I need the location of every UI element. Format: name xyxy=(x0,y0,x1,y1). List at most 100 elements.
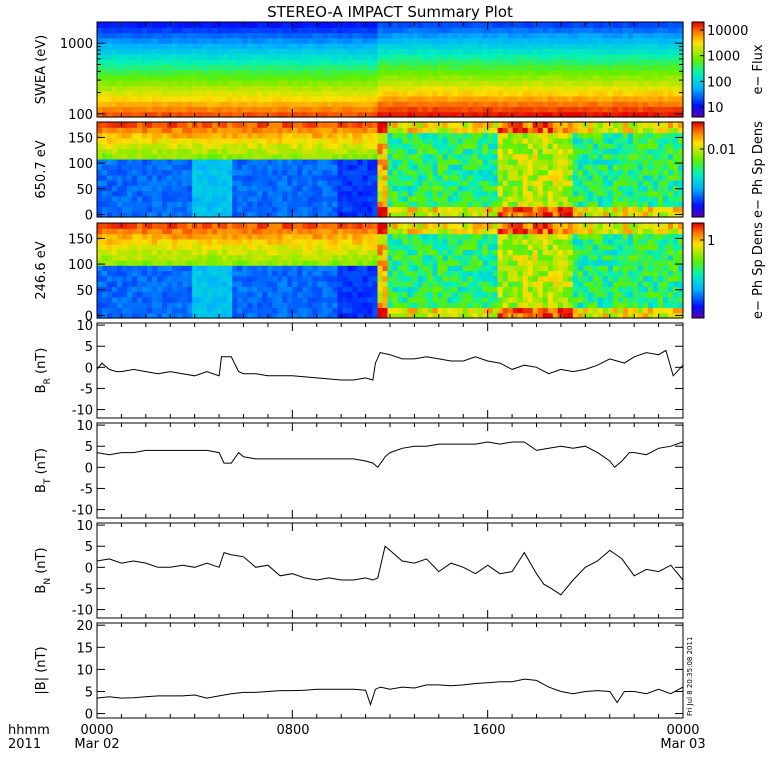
heatmap-cell xyxy=(607,174,614,181)
y-axis-label: 650.7 eV xyxy=(34,140,49,198)
heatmap-cell xyxy=(652,127,659,134)
heatmap-cell xyxy=(222,291,228,298)
heatmap-cell xyxy=(422,185,429,192)
heatmap-cell xyxy=(512,106,519,113)
heatmap-cell xyxy=(632,195,639,202)
heatmap-cell xyxy=(307,164,313,171)
heatmap-cell xyxy=(297,132,303,139)
heatmap-cell xyxy=(192,244,198,250)
heatmap-cell xyxy=(407,206,414,213)
heatmap-cell xyxy=(192,53,198,60)
heatmap-cell xyxy=(207,174,213,181)
heatmap-cell xyxy=(102,164,108,171)
heatmap-cell xyxy=(502,122,509,128)
heatmap-cell xyxy=(512,206,519,213)
heatmap-cell xyxy=(257,22,263,28)
heatmap-cell xyxy=(252,106,258,113)
heatmap-cell xyxy=(137,22,143,28)
heatmap-cell xyxy=(437,48,444,55)
heatmap-cell xyxy=(152,254,158,261)
heatmap-cell xyxy=(657,211,664,218)
heatmap-cell xyxy=(617,132,624,139)
heatmap-cell xyxy=(672,53,679,60)
heatmap-cell xyxy=(152,164,158,171)
heatmap-cell xyxy=(257,291,263,298)
heatmap-cell xyxy=(137,95,143,102)
heatmap-cell xyxy=(652,32,659,39)
heatmap-cell xyxy=(212,312,218,319)
heatmap-cell xyxy=(137,111,143,118)
heatmap-cell xyxy=(222,275,228,282)
heatmap-cell xyxy=(262,223,268,229)
heatmap-cell xyxy=(597,101,604,108)
heatmap-cell xyxy=(472,185,479,192)
y-tick-label: 1000 xyxy=(60,37,93,52)
heatmap-cell xyxy=(452,211,459,218)
heatmap-cell xyxy=(212,74,218,81)
heatmap-cell xyxy=(147,302,153,309)
heatmap-cell xyxy=(532,164,539,171)
heatmap-cell xyxy=(167,259,173,266)
heatmap-cell xyxy=(172,307,178,314)
heatmap-cell xyxy=(602,111,609,118)
heatmap-cell xyxy=(317,80,323,86)
heatmap-cell xyxy=(487,90,494,97)
heatmap-cell xyxy=(132,211,138,218)
heatmap-cell xyxy=(187,53,193,60)
heatmap-cell xyxy=(472,48,479,55)
heatmap-cell xyxy=(522,58,529,65)
heatmap-cell xyxy=(627,127,634,134)
heatmap-cell xyxy=(482,143,489,149)
heatmap-cell xyxy=(432,85,439,92)
heatmap-cell xyxy=(587,174,594,181)
heatmap-cell xyxy=(437,153,444,160)
heatmap-cell xyxy=(337,180,344,186)
heatmap-cell xyxy=(452,158,459,165)
heatmap-cell xyxy=(497,101,504,108)
heatmap-cell xyxy=(242,158,248,165)
heatmap-cell xyxy=(117,201,123,208)
heatmap-cell xyxy=(97,291,103,298)
heatmap-cell xyxy=(137,249,143,256)
heatmap-cell xyxy=(232,275,238,282)
heatmap-cell xyxy=(487,43,494,49)
heatmap-cell xyxy=(122,143,128,149)
heatmap-cell xyxy=(412,43,419,49)
heatmap-cell xyxy=(442,153,449,160)
heatmap-cell xyxy=(377,27,384,34)
heatmap-cell xyxy=(482,69,489,76)
heatmap-cell xyxy=(537,32,544,39)
heatmap-cell xyxy=(307,153,313,160)
heatmap-cell xyxy=(232,32,238,39)
heatmap-cell xyxy=(177,249,183,256)
heatmap-cell xyxy=(677,101,684,108)
heatmap-cell xyxy=(97,228,103,235)
heatmap-cell xyxy=(172,90,178,97)
heatmap-cell xyxy=(302,143,308,149)
heatmap-cell xyxy=(247,296,253,303)
heatmap-cell xyxy=(502,58,509,65)
heatmap-cell xyxy=(587,143,594,149)
heatmap-cell xyxy=(257,153,263,160)
heatmap-cell xyxy=(332,85,339,92)
heatmap-cell xyxy=(637,211,644,218)
heatmap-cell xyxy=(482,64,489,71)
heatmap-cell xyxy=(162,164,168,171)
heatmap-cell xyxy=(437,195,444,202)
heatmap-cell xyxy=(112,153,118,160)
heatmap-cell xyxy=(397,27,404,34)
heatmap-cell xyxy=(162,206,168,213)
heatmap-cell xyxy=(252,101,258,108)
heatmap-cell xyxy=(297,58,303,65)
heatmap-cell xyxy=(102,69,108,76)
heatmap-cell xyxy=(487,106,494,113)
heatmap-cell xyxy=(572,48,579,55)
heatmap-cell xyxy=(117,37,123,44)
heatmap-cell xyxy=(627,69,634,76)
heatmap-cell xyxy=(622,148,629,155)
heatmap-cell xyxy=(197,302,203,309)
heatmap-cell xyxy=(137,254,143,261)
heatmap-cell xyxy=(662,37,669,44)
heatmap-cell xyxy=(372,180,379,186)
heatmap-cell xyxy=(227,244,233,250)
